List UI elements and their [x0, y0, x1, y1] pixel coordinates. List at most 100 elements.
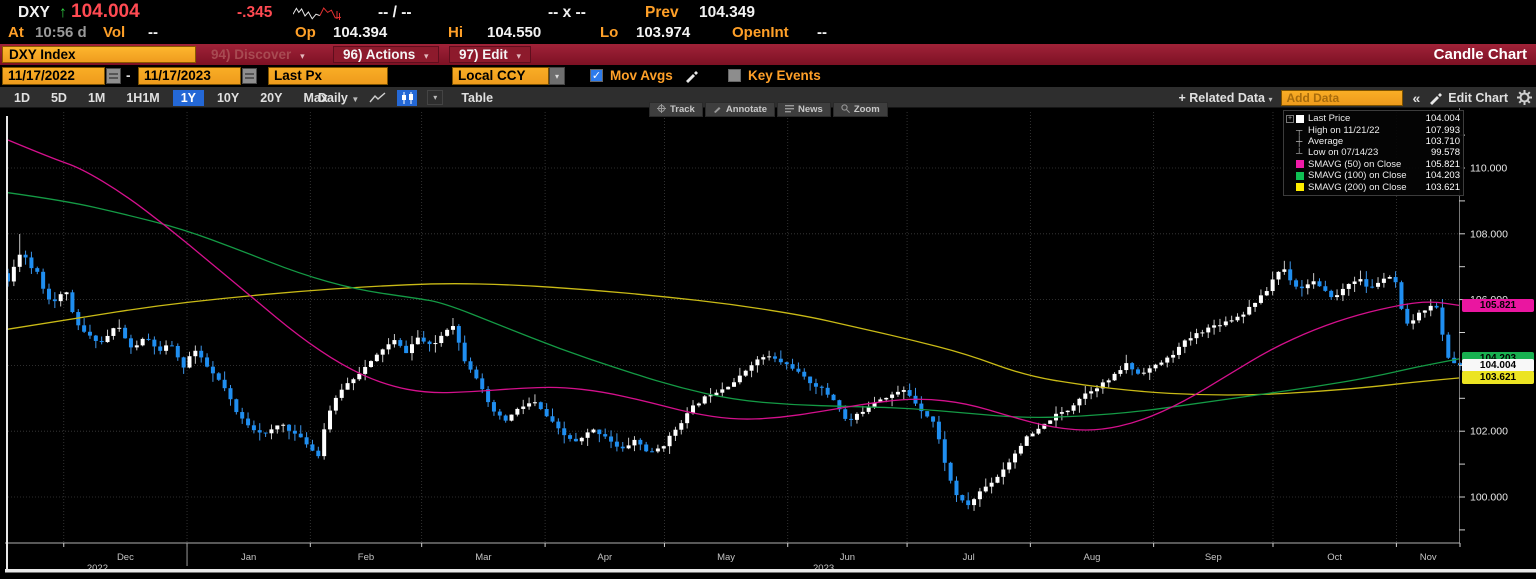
- calendar-icon[interactable]: [106, 68, 121, 84]
- candle-body: [901, 390, 906, 392]
- candle-body: [23, 254, 28, 258]
- edit-chart-button[interactable]: Edit Chart: [1429, 91, 1508, 105]
- quote-time: 10:56 d: [35, 24, 87, 41]
- candle-body: [691, 405, 696, 414]
- candle-body: [1059, 412, 1064, 414]
- legend-row: ┼ Average 103.710: [1286, 136, 1460, 147]
- track-tool-button[interactable]: Track: [649, 102, 703, 117]
- month-label: Jun: [840, 552, 855, 563]
- menu-discover-label: 94) Discover: [211, 47, 292, 62]
- currency-dropdown-arrow[interactable]: ▾: [549, 67, 565, 85]
- period-button-5d[interactable]: 5D: [50, 90, 67, 105]
- zoom-tool-button[interactable]: Zoom: [832, 102, 888, 117]
- candle-chart-icon[interactable]: [397, 89, 418, 106]
- y-tick-label: 100.000: [1470, 492, 1508, 504]
- date-from-field[interactable]: 11/17/2022: [2, 67, 105, 85]
- zoom-label: Zoom: [853, 104, 880, 115]
- candle-body: [1194, 333, 1199, 339]
- candle-body: [603, 434, 608, 437]
- candle-body: [1417, 312, 1422, 321]
- period-button-1d[interactable]: 1D: [14, 90, 30, 105]
- candle-body: [1048, 420, 1053, 424]
- candle-body: [1212, 325, 1217, 328]
- legend-label: Low on 07/14/23: [1308, 147, 1379, 159]
- candle-chart-plot[interactable]: 100.000102.000104.000106.000108.000110.0…: [0, 108, 1536, 579]
- price-change: -.345: [237, 4, 273, 21]
- candle-body: [369, 361, 373, 367]
- zoom-icon: [841, 103, 850, 116]
- candle-body: [310, 444, 315, 451]
- price-field-select[interactable]: Last Px: [268, 67, 388, 85]
- collapse-panel-button[interactable]: «: [1412, 89, 1421, 106]
- period-button-1y[interactable]: 1Y: [172, 89, 204, 106]
- news-tool-button[interactable]: News: [777, 102, 831, 117]
- period-button-10y[interactable]: 10Y: [216, 90, 240, 105]
- candle-body: [1346, 283, 1351, 289]
- mov-avgs-checkbox[interactable]: ✓: [590, 69, 603, 82]
- candle-body: [527, 403, 532, 407]
- period-button-1h1m[interactable]: 1H1M: [126, 90, 160, 105]
- candle-body: [304, 437, 309, 445]
- candle-body: [251, 425, 256, 431]
- candle-body: [819, 386, 824, 388]
- frequency-select[interactable]: Daily ▼: [318, 91, 359, 105]
- menu-edit[interactable]: 97) Edit ▾: [449, 46, 532, 63]
- open-price: 104.394: [333, 24, 388, 41]
- period-button-20y[interactable]: 20Y: [260, 90, 283, 105]
- candles: [6, 234, 1462, 511]
- candle-body: [1171, 354, 1176, 358]
- legend-swatch: [1296, 160, 1308, 169]
- add-data-input[interactable]: [1281, 89, 1404, 106]
- legend-tree-icon[interactable]: +: [1286, 114, 1294, 123]
- chart-style-dropdown[interactable]: ▾: [427, 90, 444, 105]
- candle-body: [1446, 334, 1451, 358]
- candle-body: [164, 345, 169, 351]
- candle-body: [831, 394, 836, 401]
- menu-discover[interactable]: 94) Discover ▾: [211, 47, 305, 63]
- candle-body: [825, 387, 830, 395]
- candle-body: [638, 439, 643, 445]
- candle-body: [1352, 281, 1357, 284]
- candle-body: [667, 435, 672, 447]
- candle-body: [468, 361, 473, 370]
- gear-icon[interactable]: [1517, 90, 1532, 105]
- period-button-1m[interactable]: 1M: [87, 90, 106, 105]
- candle-body: [1001, 469, 1006, 477]
- date-to-field[interactable]: 11/17/2023: [138, 67, 241, 85]
- currency-select[interactable]: Local CCY: [452, 67, 549, 85]
- candle-body: [1176, 346, 1181, 355]
- related-data-button[interactable]: + Related Data ▾: [1178, 91, 1272, 105]
- volume: --: [148, 24, 158, 41]
- candle-body: [708, 395, 713, 397]
- candle-body: [169, 345, 174, 347]
- candle-body: [1223, 321, 1228, 326]
- candle-body: [1229, 320, 1234, 322]
- period-button-max[interactable]: Max: [303, 90, 328, 105]
- calendar-icon[interactable]: [242, 68, 257, 84]
- toolbar-right: + Related Data ▾ « Edit Chart: [1178, 87, 1532, 108]
- key-events-checkbox[interactable]: [728, 69, 741, 82]
- candle-body: [1405, 308, 1410, 324]
- menu-actions[interactable]: 96) Actions ▾: [333, 46, 439, 63]
- pencil-icon[interactable]: [684, 69, 699, 84]
- at-label: At: [8, 24, 24, 41]
- candle-body: [357, 373, 362, 380]
- legend-row: ┬ High on 11/21/22 107.993: [1286, 124, 1460, 136]
- line-chart-icon[interactable]: [369, 91, 387, 104]
- candle-body: [685, 413, 690, 424]
- legend-value: 104.004: [1425, 113, 1460, 125]
- candle-body: [1340, 288, 1345, 296]
- candle-body: [246, 418, 251, 426]
- candle-body: [632, 439, 637, 446]
- annotate-tool-button[interactable]: Annotate: [704, 102, 775, 117]
- candle-body: [802, 371, 807, 377]
- candle-body: [210, 366, 215, 374]
- security-field[interactable]: DXY Index: [2, 46, 196, 63]
- table-button[interactable]: Table: [461, 90, 494, 105]
- chart-legend[interactable]: + Last Price 104.004 ┬ High on 11/21/22 107.9…: [1283, 110, 1464, 196]
- candle-body: [386, 344, 391, 350]
- candle-body: [1329, 290, 1334, 298]
- up-tick-icon: ↑: [59, 4, 67, 21]
- candle-body: [351, 379, 356, 384]
- candle-body: [222, 379, 227, 389]
